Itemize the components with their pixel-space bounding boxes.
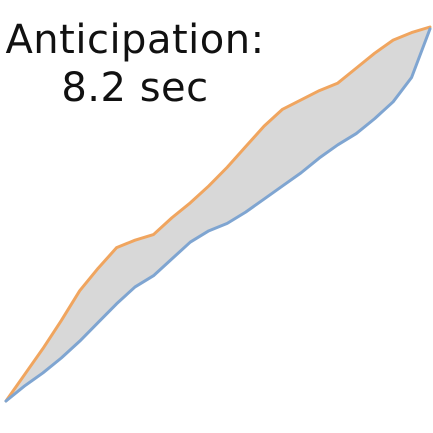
- lower-series-line: [4, 27, 432, 403]
- anticipation-title: Anticipation:: [5, 17, 265, 63]
- upper-series-line: [4, 25, 432, 403]
- anticipation-value: 8.2 sec: [61, 65, 209, 111]
- anticipation-label: Anticipation: 8.2 sec: [0, 16, 270, 112]
